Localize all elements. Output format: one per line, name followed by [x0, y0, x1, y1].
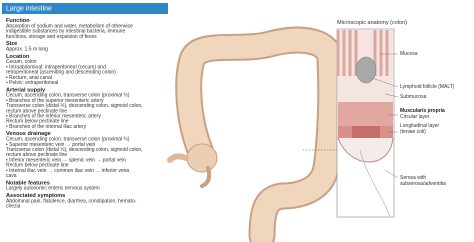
micro-title: Microscopic anatomy (colon) — [337, 20, 407, 26]
section-line: • Pelvic: extraperitoneal — [6, 80, 58, 86]
section-line: retroperitoneal (ascending and descendin… — [6, 70, 116, 76]
title: Large intestine — [6, 6, 52, 13]
micro-label: Lymphoid follicle (MALT) — [400, 84, 455, 90]
section-line: Largely autonomic enteric nervous system — [6, 186, 100, 192]
colon-illustration — [167, 26, 345, 242]
section-line: Cecum, ascending colon, transverse colon… — [6, 93, 130, 99]
section-heading: Associated symptoms — [6, 193, 65, 199]
section-heading: Venous drainage — [6, 131, 51, 137]
micro-label: Mucosa — [400, 51, 418, 57]
micro-label: Serosa with — [400, 175, 426, 181]
section-line: Abdominal pain, flatulence, diarrhea, co… — [6, 198, 137, 204]
micro-label: Longitudinal layer — [400, 123, 440, 129]
section-line: Rectum below pectinate line — [6, 163, 69, 169]
section-line: • Superior mesenteric vein → portal vein — [6, 142, 96, 148]
section-line: • Branches of the inferior mesenteric ar… — [6, 114, 101, 120]
section-heading: Arterial supply — [6, 87, 46, 93]
section-line: Rectum below pectinate line — [6, 119, 69, 125]
section-line: • Branches of the superior mesenteric ar… — [6, 98, 104, 104]
micro-label: Muscularis propria — [400, 108, 445, 114]
section-line: Cecum, ascending colon, transverse colon… — [6, 137, 130, 143]
section-heading: Function — [6, 18, 30, 24]
micro-label: (teniae coli) — [400, 129, 426, 135]
section-line: chezia — [6, 204, 21, 210]
section-line: cava — [6, 173, 17, 179]
section-line: • Internal iliac vein → common iliac vei… — [6, 168, 129, 174]
section-heading: Size — [6, 41, 17, 47]
section-line: • Intraabdominal: intraperitoneal (cecum… — [6, 64, 106, 70]
micro-label: subserosa/adventitia — [400, 181, 446, 187]
section-line: • Inferior mesenteric vein → splenic vei… — [6, 157, 126, 163]
micro-label: Submucosa — [400, 94, 427, 100]
section-line: rectum above pectinate line — [6, 152, 67, 158]
section-line: • Branches of the internal iliac artery — [6, 124, 87, 130]
section-line: Absorption of sodium and water, metaboli… — [6, 23, 133, 29]
section-line: functions, storage and expulsion of fece… — [6, 34, 97, 40]
section-line: • Rectum, anal canal — [6, 75, 52, 81]
title-bar — [2, 3, 168, 14]
section-line: Approx. 1.5 m long — [6, 47, 48, 53]
section-heading: Notable features — [6, 180, 50, 186]
section-heading: Location — [6, 54, 30, 60]
section-line: rectum above pectinate line — [6, 108, 67, 114]
micro-diagram: Microscopic anatomy (colon) Mucosa Lympho… — [336, 20, 455, 218]
section-line: Transverse colon (distal ⅓), descending … — [6, 147, 143, 153]
section-line: indigestible substances by intestinal ba… — [6, 29, 125, 35]
section-line: Transverse colon (distal ⅓), descending … — [6, 103, 143, 109]
micro-label: Circular layer — [400, 114, 430, 120]
section-line: Cecum, colon — [6, 59, 37, 65]
